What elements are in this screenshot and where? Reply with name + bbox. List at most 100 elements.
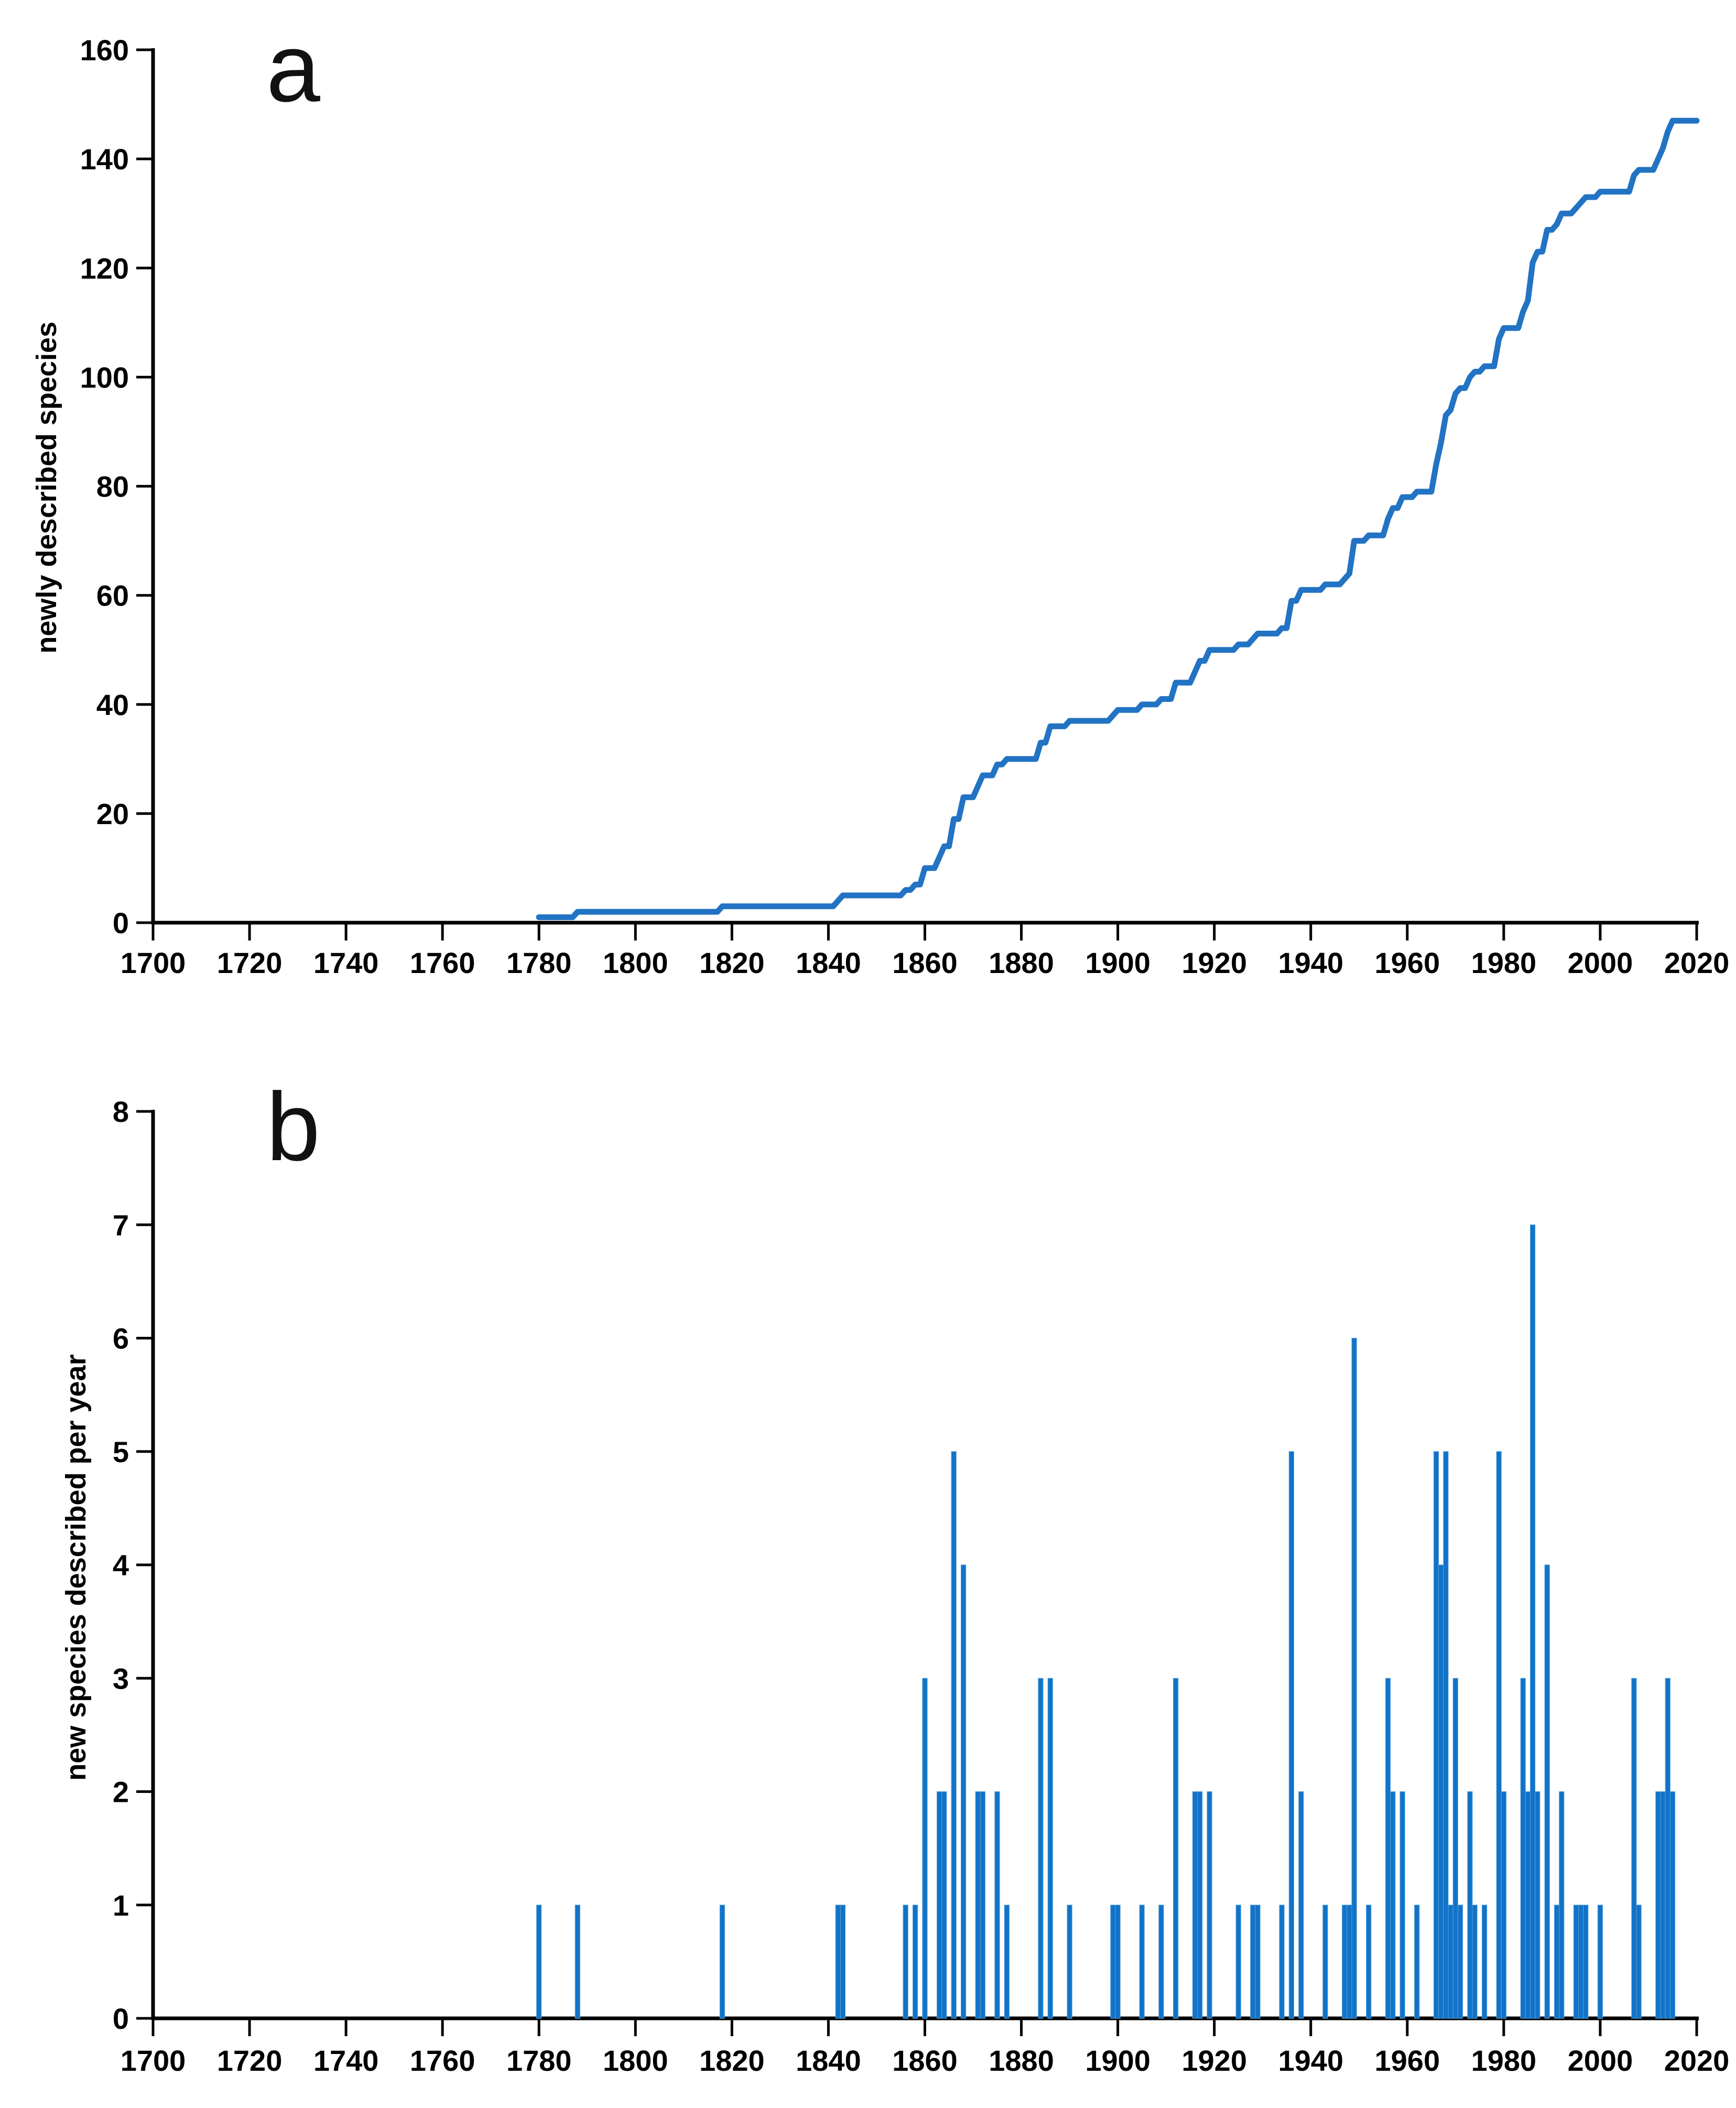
panel-a-y-tick-label: 60 [96,579,129,612]
panel-a-x-tick-label: 1840 [796,946,861,979]
panel-a-x-tick-label: 1860 [892,946,958,979]
bar-year-1976 [1482,1905,1488,2019]
panel-b-y-tick-label: 0 [113,2002,129,2035]
panel-a-x-tick-label: 1920 [1181,946,1247,979]
panel-b-x-tick-label: 1900 [1085,2044,1151,2077]
bar-year-1890 [1067,1905,1072,2019]
bar-year-1916 [1192,1791,1198,2019]
bar-year-1966 [1433,1451,1439,2019]
bar-year-1985 [1525,1791,1531,2019]
panel-a-label: a [266,14,320,122]
bar-year-1875 [994,1791,1000,2019]
bar-year-1952 [1366,1905,1372,2019]
panel-b-y-tick-label: 4 [113,1549,129,1582]
bar-year-1947 [1342,1905,1348,2019]
bar-year-1912 [1173,1678,1179,2019]
panel-b-x-tick-label: 2000 [1568,2044,1633,2077]
panel-a-y-tick-label: 0 [113,906,129,939]
panel-a-x-tick-label: 1700 [121,946,186,979]
panel-a-y-tick-label: 40 [96,688,129,721]
panel-b-x-tick-label: 1780 [506,2044,572,2077]
panel-a-x-tick-label: 1780 [506,946,572,979]
bar-year-2014 [1665,1678,1670,2019]
bar-year-1856 [903,1905,908,2019]
panel-b-y-tick-label: 3 [113,1662,129,1695]
panel-b-x-tick-label: 1840 [796,2044,861,2077]
bar-year-1979 [1496,1451,1502,2019]
panel-a-x-tick-label: 2020 [1664,946,1730,979]
panel-b-x-tick-label: 1800 [603,2044,668,2077]
bar-year-1929 [1255,1905,1261,2019]
bar-year-1864 [941,1791,947,2019]
bar-year-1917 [1197,1791,1203,2019]
panel-b-x-tick-label: 1740 [313,2044,379,2077]
panel-a-y-tick-label: 80 [96,470,129,503]
panel-a-y-tick-label: 160 [80,34,129,67]
bar-year-1967 [1438,1564,1444,2019]
panel-b-x-tick-label: 1700 [121,2044,186,2077]
panel-b: 0 1 2 3 4 5 6 7 8 1700 1720 1740 1760 1780 1800 1820 184… [113,1095,1729,2077]
bar-year-1780 [536,1905,542,2019]
bar-year-2013 [1660,1791,1666,2019]
bar-year-1842 [835,1905,841,2019]
bar-year-1980 [1501,1791,1507,2019]
bar-year-1899 [1110,1905,1116,2019]
bar-year-1957 [1390,1791,1396,2019]
bar-year-1866 [951,1451,957,2019]
bar-year-1919 [1207,1791,1212,2019]
panel-b-x-tick-label: 1760 [410,2044,475,2077]
bar-year-1928 [1250,1905,1256,2019]
bar-year-1871 [975,1791,981,2019]
bar-year-1962 [1414,1905,1420,2019]
bar-year-1949 [1351,1338,1357,2019]
bar-year-1909 [1158,1905,1164,2019]
panel-b-label: b [266,1073,320,1181]
bar-year-1992 [1559,1791,1565,2019]
bar-year-2000 [1597,1905,1603,2019]
panel-a-y-tick-label: 140 [80,143,129,176]
bar-year-1973 [1467,1791,1473,2019]
bar-year-1986 [1530,1224,1536,2019]
bar-year-1987 [1535,1791,1540,2019]
bar-year-1868 [961,1564,967,2019]
bar-year-2015 [1669,1791,1676,2019]
panel-a-x-tick-label: 1900 [1085,946,1151,979]
bar-year-1886 [1047,1678,1053,2019]
bar-year-1884 [1038,1678,1044,2019]
bar-year-1948 [1347,1905,1352,2019]
panel-b-x-tick-label: 1820 [699,2044,765,2077]
bar-year-1995 [1573,1905,1579,2019]
panel-b-y-tick-label: 7 [113,1208,129,1241]
bar-year-1996 [1578,1905,1584,2019]
bar-year-1989 [1544,1564,1550,2019]
panel-b-y-tick-label: 2 [113,1776,129,1809]
bar-year-1788 [574,1905,581,2019]
bar-year-1858 [913,1905,918,2019]
panel-a: 0 20 40 60 80 100 120 140 160 1700 1720 1740 1760 178… [80,34,1730,979]
panel-b-y-axis-title: new species described per year [60,1354,92,1781]
panel-a-x-tick-label: 1940 [1278,946,1343,979]
bar-year-1872 [980,1791,986,2019]
panel-a-x-tick-label: 1980 [1471,946,1537,979]
bar-year-1969 [1448,1905,1453,2019]
panel-b-x-tick-label: 1920 [1181,2044,1247,2077]
panel-b-y-tick-label: 1 [113,1889,129,1922]
bar-year-1971 [1457,1905,1463,2019]
panel-b-x-tick-label: 1880 [989,2044,1054,2077]
panel-a-x-tick-label: 1740 [313,946,379,979]
panel-b-y-tick-label: 6 [113,1322,129,1355]
panel-b-y-tick-label: 8 [113,1095,129,1128]
bar-year-1938 [1298,1791,1304,2019]
bar-year-1991 [1554,1905,1560,2019]
bar-year-1925 [1235,1905,1241,2019]
bar-year-1959 [1399,1791,1405,2019]
panel-a-y-tick-label: 100 [80,361,129,394]
panel-a-x-tick-label: 1720 [217,946,283,979]
panel-a-y-tick-label: 20 [96,797,129,830]
bar-year-1818 [719,1905,725,2019]
bar-year-2007 [1631,1678,1637,2019]
panel-a-x-tick-label: 1820 [699,946,765,979]
panel-a-x-tick-label: 1800 [603,946,668,979]
panel-b-x-tick-label: 1940 [1278,2044,1343,2077]
panel-a-x-tick-label: 2000 [1568,946,1633,979]
